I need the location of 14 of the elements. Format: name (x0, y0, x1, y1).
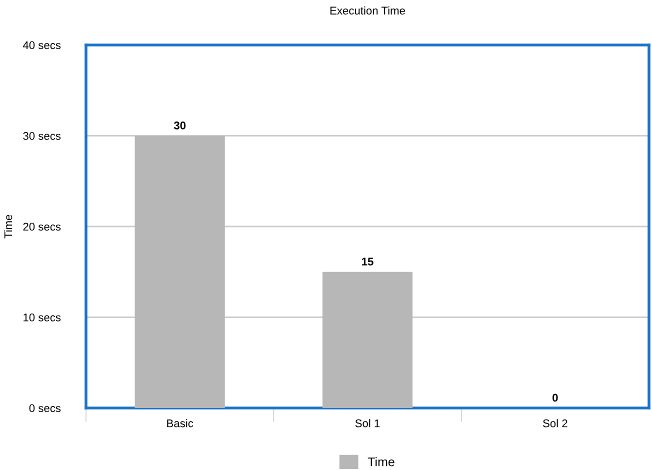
x-tick-label: Sol 1 (355, 419, 380, 428)
data-label: 30 (174, 122, 186, 130)
y-tick-label: 10 secs (24, 314, 61, 322)
x-tick-label: Basic (167, 419, 194, 428)
y-tick-label: 40 secs (22, 41, 61, 50)
x-tick-label: Sol 2 (543, 419, 568, 428)
y-tick-label: 20 secs (23, 222, 61, 231)
chart-title: Execution Time (330, 6, 405, 15)
y-tick-label: 0 secs (29, 404, 61, 412)
data-label: 15 (362, 258, 374, 266)
y-axis-title: Time (4, 214, 12, 238)
y-tick-label: 30 secs (23, 132, 61, 140)
legend-label: Time (368, 457, 394, 466)
data-label: 0 (552, 394, 558, 402)
